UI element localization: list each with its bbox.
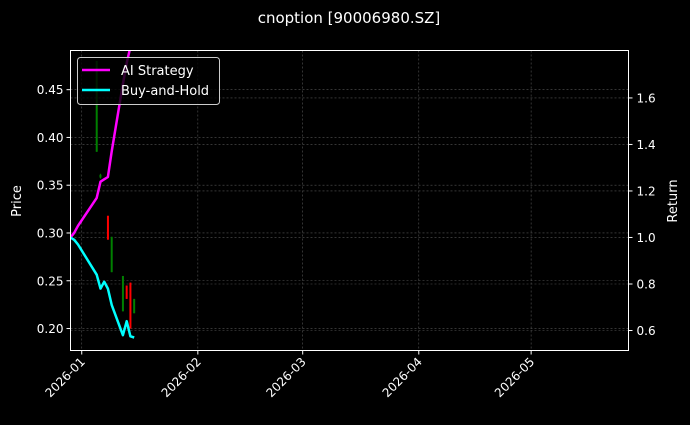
y-tick-label-right: 1.2	[637, 184, 656, 198]
plot-frame	[70, 50, 629, 351]
candle-body	[121, 275, 124, 312]
y-tick-label-right: 0.6	[637, 324, 656, 338]
y-tick-label-left: 0.25	[37, 274, 64, 288]
y-tick-label-right: 0.8	[637, 277, 656, 291]
candle-body	[106, 215, 109, 240]
y-tick-label-right: 1.4	[637, 138, 656, 152]
candle-body	[133, 298, 136, 314]
candle-body	[129, 282, 132, 329]
candle-body	[95, 61, 98, 152]
legend: AI Strategy Buy-and-Hold	[77, 57, 220, 105]
y-tick-label-left: 0.20	[37, 322, 64, 336]
series-line-buy-and-hold	[70, 236, 135, 339]
legend-label-buy-and-hold: Buy-and-Hold	[121, 84, 209, 99]
candle-body	[99, 174, 102, 178]
y-axis-label-right: Return	[666, 179, 681, 222]
y-tick-label-right: 1.0	[637, 231, 656, 245]
grid	[70, 50, 629, 351]
chart-title: cnoption [90006980.SZ]	[258, 9, 441, 27]
y-tick-label-left: 0.30	[37, 226, 64, 240]
y-tick-label-left: 0.35	[37, 179, 64, 193]
y-tick-label-left: 0.40	[37, 131, 64, 145]
candle-body	[110, 236, 113, 273]
legend-label-ai-strategy: AI Strategy	[121, 64, 194, 79]
y-axis-label-left: Price	[10, 185, 25, 217]
y-tick-label-left: 0.45	[37, 83, 64, 97]
candle-body	[125, 285, 128, 299]
legend-box	[77, 57, 220, 105]
y-tick-label-right: 1.6	[637, 91, 656, 105]
